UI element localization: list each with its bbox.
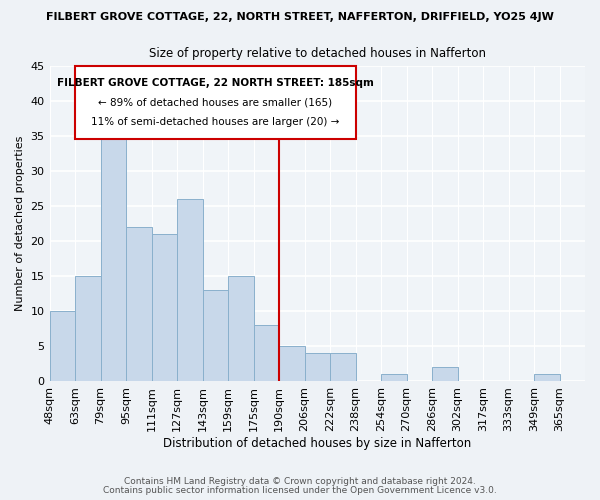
Bar <box>203 290 228 382</box>
Text: Contains public sector information licensed under the Open Government Licence v3: Contains public sector information licen… <box>103 486 497 495</box>
Bar <box>50 312 75 382</box>
Title: Size of property relative to detached houses in Nafferton: Size of property relative to detached ho… <box>149 48 486 60</box>
Text: FILBERT GROVE COTTAGE, 22 NORTH STREET: 185sqm: FILBERT GROVE COTTAGE, 22 NORTH STREET: … <box>57 78 374 88</box>
Bar <box>177 199 203 382</box>
Bar <box>279 346 305 382</box>
Bar <box>254 326 279 382</box>
Bar <box>534 374 560 382</box>
X-axis label: Distribution of detached houses by size in Nafferton: Distribution of detached houses by size … <box>163 437 472 450</box>
Text: FILBERT GROVE COTTAGE, 22, NORTH STREET, NAFFERTON, DRIFFIELD, YO25 4JW: FILBERT GROVE COTTAGE, 22, NORTH STREET,… <box>46 12 554 22</box>
Bar <box>228 276 254 382</box>
FancyBboxPatch shape <box>75 66 356 140</box>
Text: ← 89% of detached houses are smaller (165): ← 89% of detached houses are smaller (16… <box>98 98 332 108</box>
Bar <box>432 368 458 382</box>
Bar <box>330 354 356 382</box>
Bar <box>126 227 152 382</box>
Y-axis label: Number of detached properties: Number of detached properties <box>15 136 25 312</box>
Bar <box>101 136 126 382</box>
Text: Contains HM Land Registry data © Crown copyright and database right 2024.: Contains HM Land Registry data © Crown c… <box>124 477 476 486</box>
Bar <box>152 234 177 382</box>
Bar <box>305 354 330 382</box>
Bar <box>381 374 407 382</box>
Text: 11% of semi-detached houses are larger (20) →: 11% of semi-detached houses are larger (… <box>91 117 340 127</box>
Bar <box>75 276 101 382</box>
